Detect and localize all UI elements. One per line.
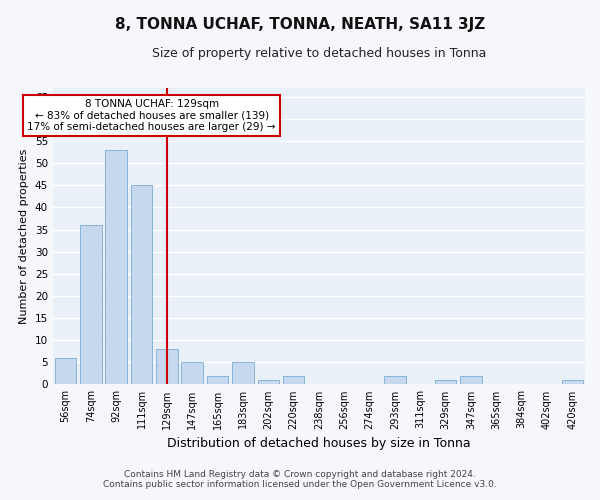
Bar xyxy=(435,380,457,384)
Bar xyxy=(460,376,482,384)
Bar xyxy=(283,376,304,384)
Bar xyxy=(131,186,152,384)
Text: 8, TONNA UCHAF, TONNA, NEATH, SA11 3JZ: 8, TONNA UCHAF, TONNA, NEATH, SA11 3JZ xyxy=(115,18,485,32)
Bar xyxy=(80,225,101,384)
Text: Contains HM Land Registry data © Crown copyright and database right 2024.
Contai: Contains HM Land Registry data © Crown c… xyxy=(103,470,497,489)
Bar xyxy=(232,362,254,384)
X-axis label: Distribution of detached houses by size in Tonna: Distribution of detached houses by size … xyxy=(167,437,471,450)
Bar xyxy=(257,380,279,384)
Bar xyxy=(181,362,203,384)
Bar xyxy=(384,376,406,384)
Bar xyxy=(106,150,127,384)
Bar xyxy=(156,349,178,384)
Bar xyxy=(55,358,76,384)
Title: Size of property relative to detached houses in Tonna: Size of property relative to detached ho… xyxy=(152,48,486,60)
Y-axis label: Number of detached properties: Number of detached properties xyxy=(19,148,29,324)
Bar xyxy=(207,376,229,384)
Bar xyxy=(562,380,583,384)
Text: 8 TONNA UCHAF: 129sqm
← 83% of detached houses are smaller (139)
17% of semi-det: 8 TONNA UCHAF: 129sqm ← 83% of detached … xyxy=(28,99,276,132)
